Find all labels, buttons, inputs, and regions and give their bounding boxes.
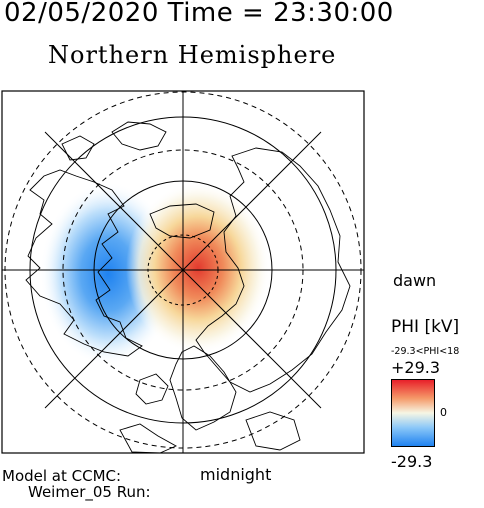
meridian-diag-2: [44, 131, 322, 409]
coastlines: [25, 121, 351, 453]
run-label: Weimer_05 Run:: [28, 483, 151, 501]
colorbar-zero-label: 0: [440, 406, 447, 419]
dawn-label: dawn: [393, 271, 437, 290]
colorbar-max-label: +29.3: [391, 358, 441, 377]
plot-title: Northern Hemisphere: [48, 41, 337, 69]
positive-potential-cell: [126, 182, 270, 354]
colorbar-title: PHI [kV]: [391, 317, 460, 337]
colorbar: [391, 379, 435, 447]
map-frame: [1, 90, 365, 454]
timestamp: 02/05/2020 Time = 23:30:00: [4, 0, 394, 28]
colorbar-min-label: -29.3: [391, 452, 433, 471]
model-label: Model at CCMC:: [2, 467, 122, 485]
colorbar-range-text: -29.3<PHI<18: [391, 346, 460, 357]
midnight-label: midnight: [200, 465, 272, 484]
